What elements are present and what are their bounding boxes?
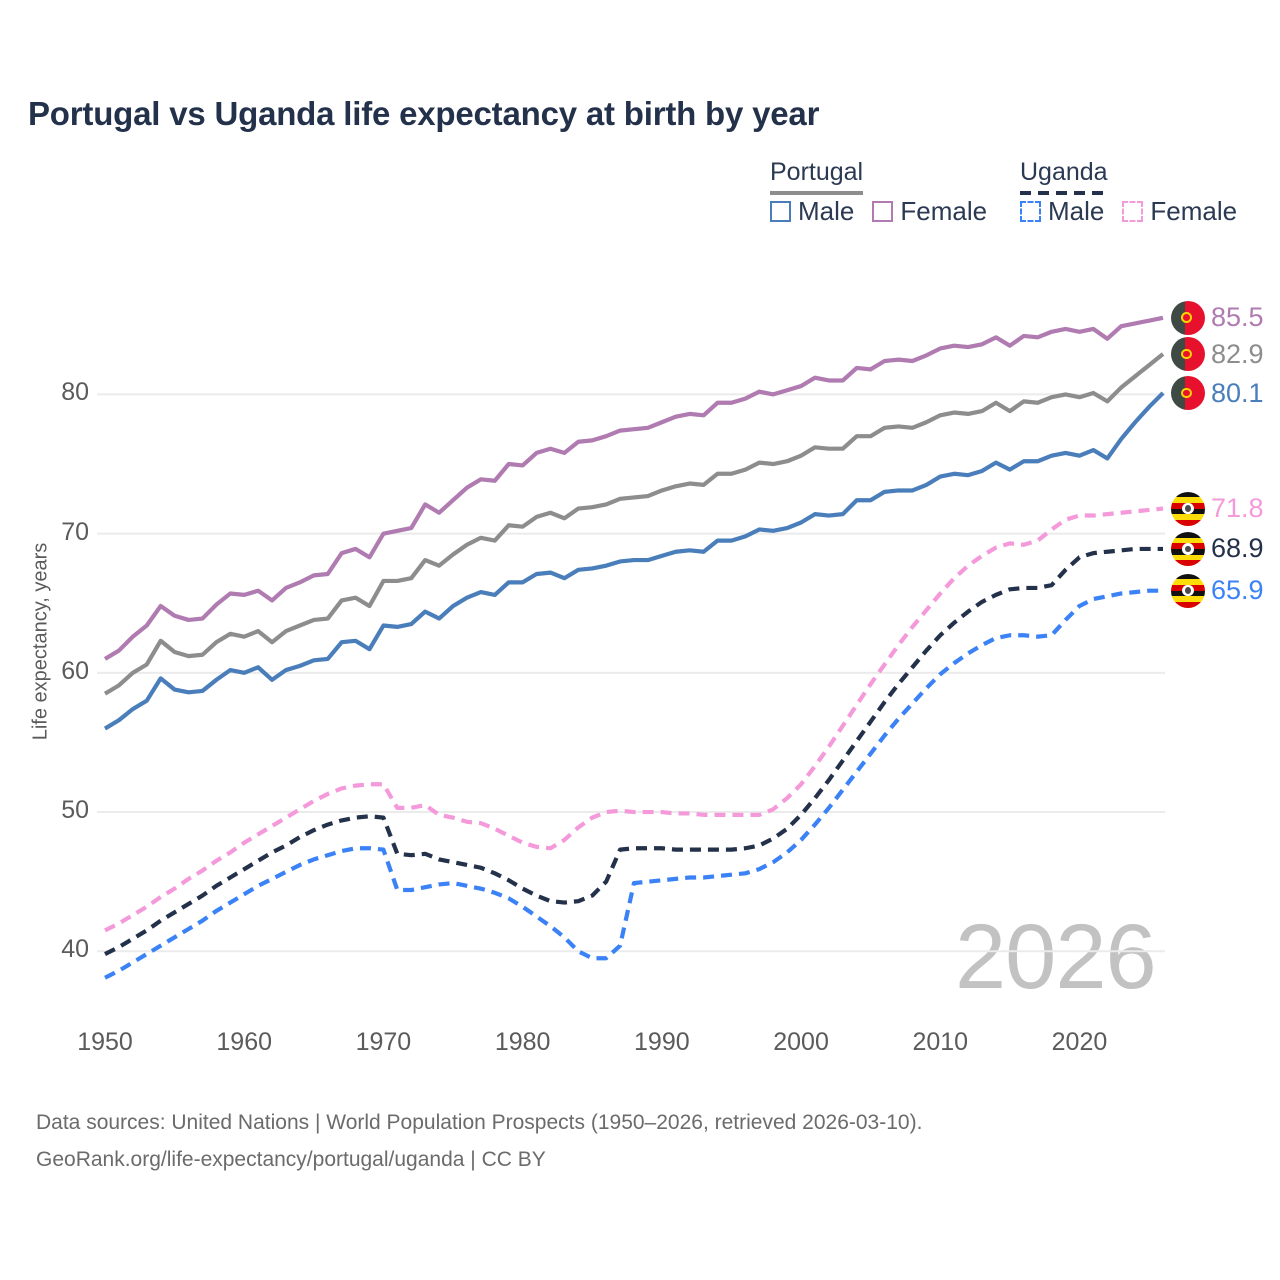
series-line-portugal-total (103, 352, 1165, 696)
end-label-uganda-male: 65.9 (1171, 573, 1264, 608)
legend-label-portugal-male: Male (798, 196, 855, 226)
portugal-flag-icon (1171, 376, 1205, 411)
legend-group-uganda: Uganda (1020, 158, 1108, 195)
gridlines (97, 393, 1165, 953)
series-line-uganda-male (104, 588, 1163, 980)
series-line-portugal-female (103, 315, 1164, 661)
x-axis-tick: 1950 (77, 1028, 133, 1056)
legend-item-portugal-female[interactable]: Female (872, 196, 987, 227)
legend-rule-uganda (1020, 191, 1108, 195)
legend-item-uganda-male[interactable]: Male (1020, 196, 1104, 227)
legend-swatch-portugal-male (770, 201, 791, 222)
legend-items-portugal: Male Female (770, 196, 987, 227)
end-label-uganda-total: 68.9 (1171, 531, 1264, 566)
legend-country-uganda: Uganda (1020, 158, 1108, 186)
year-watermark: 2026 (955, 906, 1157, 1008)
legend-swatch-uganda-male (1020, 201, 1041, 222)
legend-label-uganda-female: Female (1150, 196, 1238, 226)
legend-country-portugal: Portugal (770, 158, 864, 186)
footer-sources: Data sources: United Nations | World Pop… (36, 1111, 923, 1134)
end-label-value: 65.9 (1211, 575, 1264, 606)
x-axis-tick: 1970 (355, 1028, 412, 1056)
y-axis-tick: 50 (61, 796, 89, 825)
end-label-portugal-female: 85.5 (1171, 300, 1264, 335)
uganda-flag-icon (1171, 491, 1205, 526)
series-lines (103, 315, 1165, 980)
legend-swatch-uganda-female (1122, 201, 1144, 222)
portugal-flag-icon (1171, 300, 1205, 335)
end-label-uganda-female: 71.8 (1171, 491, 1264, 526)
y-axis-title: Life expectancy, years (29, 542, 52, 741)
legend-swatch-portugal-female (872, 201, 894, 222)
x-axis-tick: 1990 (634, 1028, 690, 1056)
legend-item-portugal-male[interactable]: Male (770, 196, 854, 227)
x-axis-tick: 2020 (1051, 1028, 1108, 1056)
y-axis-tick: 60 (61, 656, 89, 685)
legend-items-uganda: Male Female (1020, 196, 1237, 227)
series-line-uganda-total (104, 546, 1163, 956)
end-label-value: 80.1 (1211, 377, 1264, 408)
legend-item-uganda-female[interactable]: Female (1122, 196, 1237, 227)
footer: Data sources: United Nations | World Pop… (36, 1105, 1236, 1179)
x-axis-tick: 2010 (912, 1028, 969, 1056)
end-label-value: 71.8 (1211, 493, 1264, 524)
x-axis-tick: 1960 (216, 1028, 273, 1056)
series-line-portugal-male (103, 391, 1165, 731)
y-axis-tick: 40 (61, 935, 89, 964)
uganda-flag-icon (1171, 531, 1205, 566)
y-axis-tick: 80 (61, 378, 89, 407)
legend-rule-portugal (770, 191, 864, 195)
footer-attribution: GeoRank.org/life-expectancy/portugal/uga… (36, 1147, 546, 1171)
end-label-value: 85.5 (1211, 302, 1264, 333)
uganda-flag-icon (1171, 573, 1205, 608)
x-axis-tick: 2000 (773, 1028, 829, 1056)
y-axis-tick: 70 (61, 517, 89, 546)
legend-label-uganda-male: Male (1048, 196, 1105, 226)
end-label-portugal-total: 82.9 (1171, 337, 1264, 372)
x-axis-tick: 1980 (494, 1028, 551, 1056)
chart-legend: Portugal Male Female Uganda Male (762, 158, 1262, 244)
end-label-value: 68.9 (1211, 533, 1264, 564)
end-label-value: 82.9 (1211, 338, 1264, 369)
series-line-uganda-female (104, 506, 1164, 933)
legend-label-portugal-female: Female (900, 196, 988, 226)
portugal-flag-icon (1171, 337, 1205, 372)
legend-group-portugal: Portugal (770, 158, 864, 195)
end-label-portugal-male: 80.1 (1171, 376, 1264, 411)
page-title: Portugal vs Uganda life expectancy at bi… (28, 95, 820, 132)
